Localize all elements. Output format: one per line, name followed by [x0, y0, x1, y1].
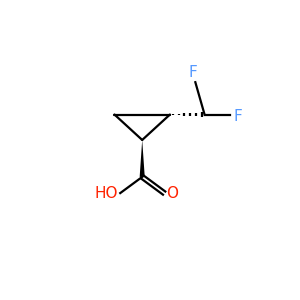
Polygon shape: [140, 140, 145, 177]
Text: HO: HO: [94, 186, 118, 201]
Text: F: F: [233, 109, 242, 124]
Text: O: O: [167, 186, 178, 201]
Text: F: F: [189, 65, 197, 80]
